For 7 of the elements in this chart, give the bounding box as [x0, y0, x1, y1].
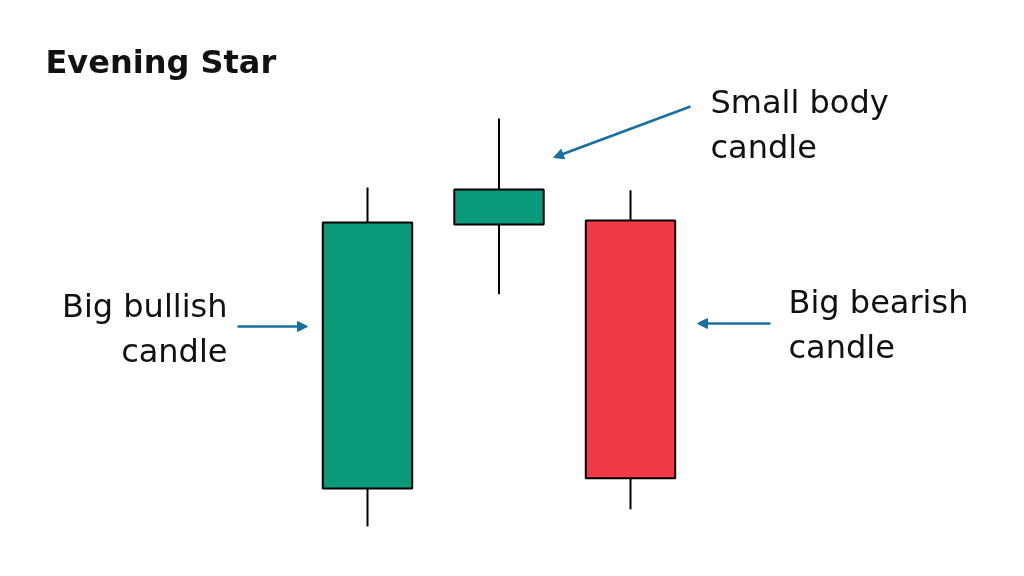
text: Small body candle	[710, 82, 889, 167]
text: Big bullish candle	[61, 286, 228, 371]
chart-title: Evening Star	[45, 42, 277, 81]
candlestick	[321, 186, 414, 528]
text: Big bearish candle	[788, 282, 969, 367]
candlestick	[453, 117, 545, 296]
candlestick	[584, 189, 677, 511]
